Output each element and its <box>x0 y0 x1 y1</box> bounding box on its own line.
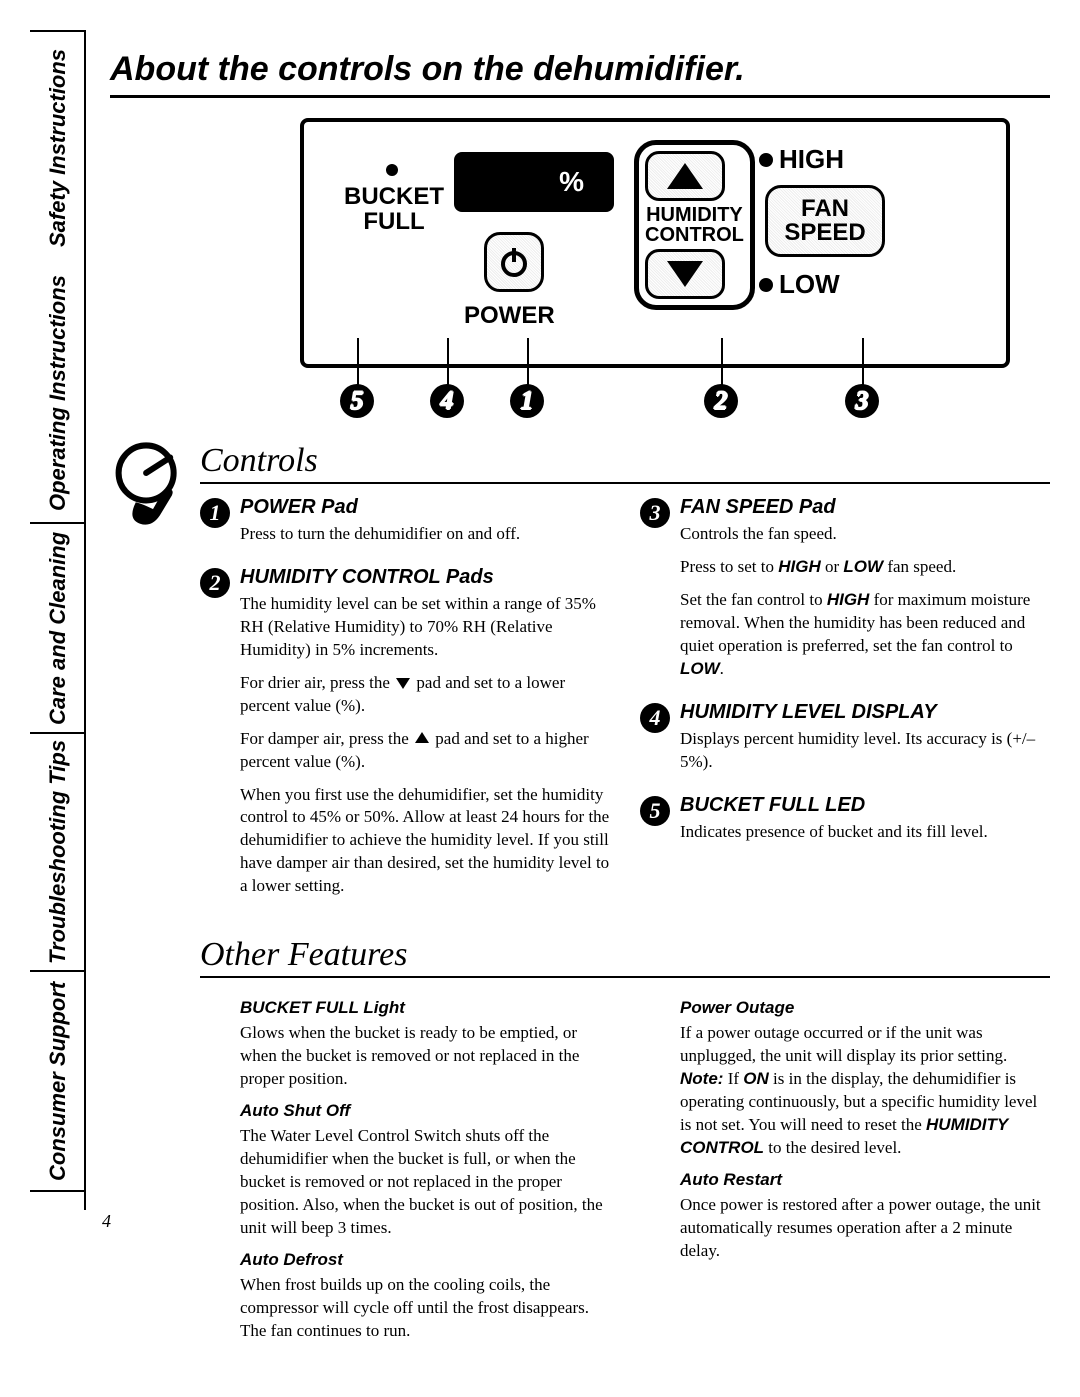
page-number: 4 <box>102 1211 111 1232</box>
item-number-badge: 1 <box>200 498 230 528</box>
controls-columns: 1 POWER Pad Press to turn the dehumidifier… <box>200 496 1050 918</box>
item-number-badge: 3 <box>640 498 670 528</box>
feature-title: BUCKET FULL Light <box>240 998 610 1018</box>
feature-item: Auto Defrost When frost builds up on the … <box>240 1250 610 1343</box>
hand-pointer-icon <box>110 442 200 533</box>
control-item: 5 BUCKET FULL LED Indicates presence of bu… <box>640 794 1050 854</box>
sidebar-tab[interactable]: Safety Instructions <box>30 32 86 264</box>
feature-title: Auto Shut Off <box>240 1101 610 1121</box>
sidebar-tabs: Safety InstructionsOperating Instruction… <box>30 30 86 1210</box>
item-number-badge: 2 <box>200 568 230 598</box>
item-number-badge: 5 <box>640 796 670 826</box>
control-item: 4 HUMIDITY LEVEL DISPLAY Displays percent … <box>640 701 1050 784</box>
sidebar-tab[interactable]: Consumer Support <box>30 972 86 1192</box>
fan-low-row: LOW <box>759 269 885 300</box>
section-rule <box>200 482 1050 484</box>
feature-item: Auto Shut Off The Water Level Control Swi… <box>240 1101 610 1240</box>
leader-line <box>357 338 359 386</box>
body-text: Glows when the bucket is ready to be emp… <box>240 1022 610 1091</box>
item-title: HUMIDITY CONTROL Pads <box>240 566 610 589</box>
body-text: The Water Level Control Switch shuts off… <box>240 1125 610 1240</box>
body-text: Press to turn the dehumidifier on and of… <box>240 523 610 546</box>
body-text: For drier air, press the pad and set to … <box>240 672 610 718</box>
bucket-full-label: BUCKET FULL <box>344 184 444 234</box>
triangle-up-icon <box>667 163 703 189</box>
feature-title: Auto Defrost <box>240 1250 610 1270</box>
leader-line <box>721 338 723 386</box>
body-text: Set the fan control to HIGH for maximum … <box>680 589 1050 681</box>
humidity-down-button[interactable] <box>645 249 725 299</box>
item-title: POWER Pad <box>240 496 610 519</box>
controls-left-col: 1 POWER Pad Press to turn the dehumidifier… <box>200 496 610 918</box>
body-text: Once power is restored after a power out… <box>680 1194 1050 1263</box>
page-title: About the controls on the dehumidifier. <box>110 50 1050 89</box>
leader-line <box>447 338 449 386</box>
dot-icon <box>759 153 773 167</box>
controls-section: Controls 1 POWER Pad Press to turn the deh… <box>110 442 1050 918</box>
fan-high-row: HIGH <box>759 144 885 175</box>
body-text: When you first use the dehumidifier, set… <box>240 784 610 899</box>
feature-title: Power Outage <box>680 998 1050 1018</box>
other-left-col: BUCKET FULL Light Glows when the bucket i… <box>200 990 610 1352</box>
power-icon <box>497 245 531 279</box>
other-columns: BUCKET FULL Light Glows when the bucket i… <box>200 990 1050 1352</box>
item-title: BUCKET FULL LED <box>680 794 1050 817</box>
body-text: If a power outage occurred or if the uni… <box>680 1022 1050 1160</box>
power-button[interactable] <box>484 232 544 292</box>
humidity-up-button[interactable] <box>645 151 725 201</box>
control-panel-diagram: BUCKET FULL % POWER HUMIDITY <box>300 118 1010 418</box>
pointer-badge: 2 <box>704 384 738 418</box>
fan-low-label: LOW <box>779 269 840 299</box>
fan-speed-button[interactable]: FAN SPEED <box>765 185 885 257</box>
body-text: The humidity level can be set within a r… <box>240 593 610 662</box>
sidebar-tab[interactable]: Care and Cleaning <box>30 524 86 734</box>
pointer-badge: 5 <box>340 384 374 418</box>
control-item: 3 FAN SPEED Pad Controls the fan speed. Pre… <box>640 496 1050 691</box>
control-item: 1 POWER Pad Press to turn the dehumidifier… <box>200 496 610 556</box>
feature-item: Power Outage If a power outage occurred o… <box>680 998 1050 1160</box>
controls-right-col: 3 FAN SPEED Pad Controls the fan speed. Pre… <box>640 496 1050 918</box>
humidity-display: % <box>454 152 614 212</box>
fan-high-label: HIGH <box>779 144 844 174</box>
triangle-down-icon <box>667 261 703 287</box>
section-rule <box>200 976 1050 978</box>
body-text: Press to set to HIGH or LOW fan speed. <box>680 556 1050 579</box>
other-features-heading: Other Features <box>200 936 1050 974</box>
bucket-label-1: BUCKET <box>344 183 444 210</box>
body-text: Controls the fan speed. <box>680 523 1050 546</box>
page: Safety InstructionsOperating Instruction… <box>30 30 1050 1367</box>
feature-item: BUCKET FULL Light Glows when the bucket i… <box>240 998 610 1091</box>
item-number-badge: 4 <box>640 703 670 733</box>
other-right-col: Power Outage If a power outage occurred o… <box>640 990 1050 1352</box>
sidebar-tab[interactable]: Troubleshooting Tips <box>30 734 86 972</box>
other-features-section: Other Features BUCKET FULL Light Glows wh… <box>110 936 1050 1352</box>
diagram-frame: BUCKET FULL % POWER HUMIDITY <box>300 118 1010 368</box>
body-text: Displays percent humidity level. Its acc… <box>680 728 1050 774</box>
content: About the controls on the dehumidifier. … <box>110 30 1050 1353</box>
title-rule <box>110 95 1050 98</box>
item-title: FAN SPEED Pad <box>680 496 1050 519</box>
dot-icon <box>759 278 773 292</box>
display-percent-icon: % <box>559 166 584 198</box>
humidity-control-group: HUMIDITY CONTROL <box>634 140 755 310</box>
feature-item: Auto Restart Once power is restored after… <box>680 1170 1050 1263</box>
pointer-badge: 1 <box>510 384 544 418</box>
fan-speed-block: HIGH FAN SPEED LOW <box>759 144 885 300</box>
leader-line <box>862 338 864 386</box>
sidebar-tab[interactable]: Operating Instructions <box>30 264 86 524</box>
leader-line <box>527 338 529 386</box>
feature-title: Auto Restart <box>680 1170 1050 1190</box>
bucket-full-led-icon <box>386 164 398 176</box>
power-label: POWER <box>464 302 555 330</box>
item-title: HUMIDITY LEVEL DISPLAY <box>680 701 1050 724</box>
body-text: When frost builds up on the cooling coil… <box>240 1274 610 1343</box>
controls-heading: Controls <box>200 442 1050 480</box>
pointer-badge: 3 <box>845 384 879 418</box>
body-text: For damper air, press the pad and set to… <box>240 728 610 774</box>
body-text: Indicates presence of bucket and its fil… <box>680 821 1050 844</box>
pointer-badge: 4 <box>430 384 464 418</box>
bucket-label-2: FULL <box>363 208 424 235</box>
control-item: 2 HUMIDITY CONTROL Pads The humidity level… <box>200 566 610 908</box>
humidity-control-label: HUMIDITY CONTROL <box>645 205 744 245</box>
